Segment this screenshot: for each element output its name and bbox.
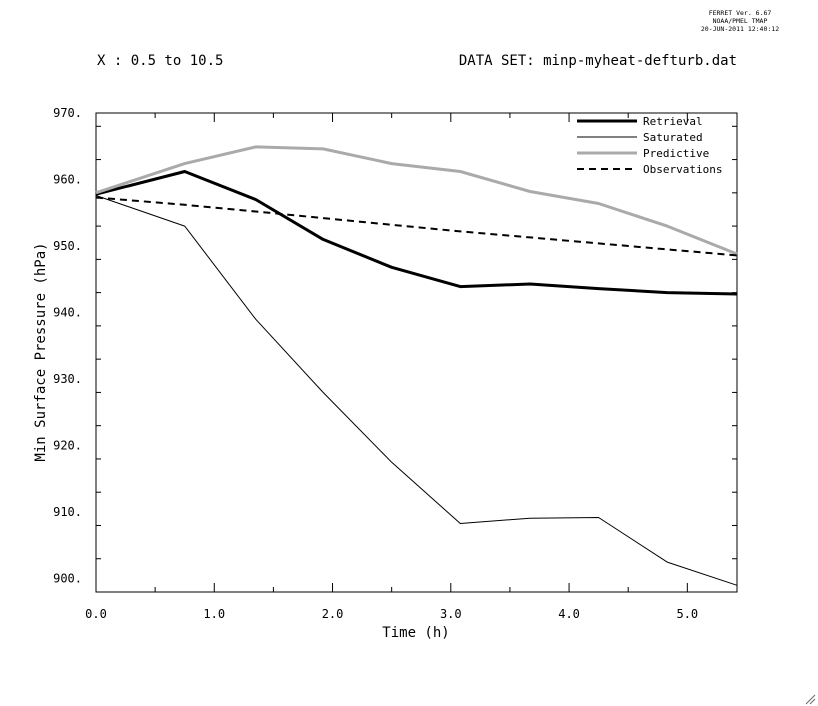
y-axis-label: Min Surface Pressure (hPa) [33,242,49,461]
series-layer [95,145,738,586]
ferret-timestamp: 20-JUN-2011 12:40:12 [701,25,779,33]
x-axis-label: Time (h) [382,625,449,641]
y-tick-label: 940. [53,306,82,320]
y-tick-label: 970. [53,106,82,120]
tick-labels: 0.0 1.0 2.0 3.0 4.0 5.0 900. 910. 920. 930. 940. 95… [53,106,698,621]
x-tick-label: 3.0 [440,607,462,621]
x-tick-label: 2.0 [322,607,344,621]
x-tick-label: 0.0 [85,607,107,621]
y-tick-label: 900. [53,572,82,586]
ferret-version: FERRET Ver. 6.67 [709,9,772,17]
y-tick-label: 910. [53,505,82,519]
dataset-label: DATA SET: minp-myheat-defturb.dat [459,53,737,69]
resize-grip-icon[interactable] [805,694,816,705]
legend-label: Predictive [643,147,709,160]
x-range-label: X : 0.5 to 10.5 [97,53,223,69]
x-tick-label: 1.0 [203,607,225,621]
ferret-org: NOAA/PMEL TMAP [713,17,768,25]
y-tick-label: 960. [53,173,82,187]
y-tick-label: 950. [53,239,82,253]
series-line-saturated [95,195,738,586]
plot-frame [95,112,738,593]
x-tick-label: 5.0 [676,607,698,621]
legend-label: Observations [643,163,722,176]
legend: Retrieval Saturated Predictive Observations [577,115,722,176]
series-line-predictive [95,145,738,256]
series-line-observations [95,196,738,257]
legend-label: Retrieval [643,115,703,128]
y-tick-label: 930. [53,372,82,386]
y-tick-label: 920. [53,439,82,453]
series-line-retrieval [95,170,738,296]
x-tick-label: 4.0 [558,607,580,621]
legend-label: Saturated [643,131,703,144]
axis-ticks [95,113,737,592]
